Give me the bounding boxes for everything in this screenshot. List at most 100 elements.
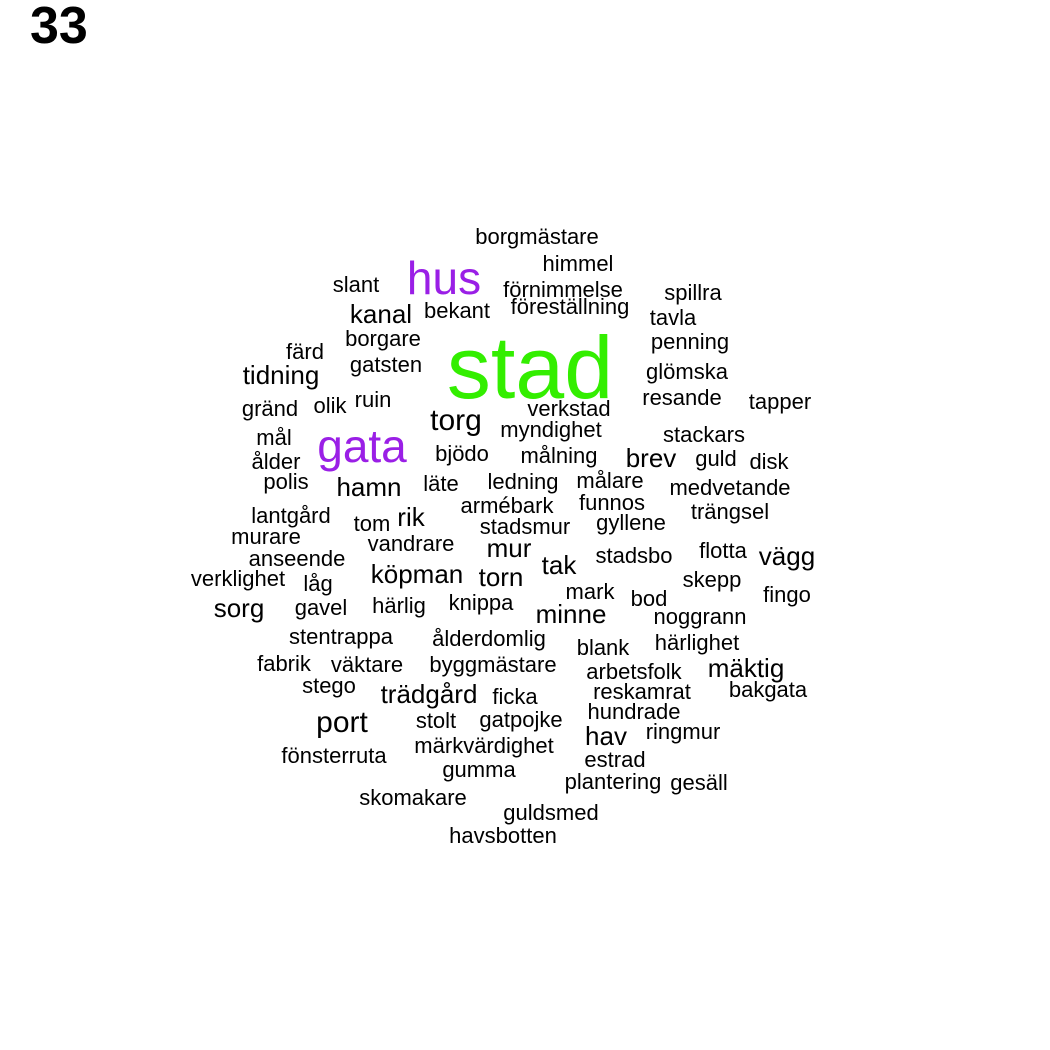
word-70: härlig (372, 593, 426, 618)
word-42: bjödo (435, 441, 489, 466)
word-40: stackars (663, 422, 745, 447)
word-90: fönsterruta (281, 743, 387, 768)
word-51: medvetande (669, 475, 791, 500)
word-78: fabrik (257, 651, 311, 676)
word-3: torg (430, 404, 482, 437)
word-14: vägg (758, 541, 816, 571)
word-73: noggrann (653, 604, 747, 629)
word-5: kanal (349, 299, 413, 329)
word-68: fingo (763, 582, 811, 607)
word-2: hus (406, 252, 482, 304)
word-89: ringmur (645, 719, 721, 744)
word-38: verkstad (527, 396, 611, 421)
word-21: himmel (542, 251, 614, 276)
word-48: läte (423, 471, 459, 496)
word-87: gatpojke (479, 707, 563, 732)
word-9: rik (397, 502, 425, 532)
word-66: skepp (682, 567, 742, 592)
word-57: stadsmur (479, 514, 571, 539)
word-20: borgmästare (475, 224, 599, 249)
word-75: ålderdomlig (432, 626, 546, 651)
word-77: härlighet (654, 630, 740, 655)
word-96: skomakare (359, 785, 467, 810)
word-30: färd (286, 339, 324, 364)
word-72: bod (630, 586, 668, 611)
word-80: byggmästare (429, 652, 557, 677)
word-26: föreställning (510, 294, 630, 319)
word-39: myndighet (500, 417, 602, 442)
word-95: gesäll (670, 770, 728, 795)
word-17: hav (585, 721, 627, 751)
word-81: arbetsfolk (586, 659, 682, 684)
word-65: låg (303, 571, 333, 596)
word-41: mål (256, 425, 292, 450)
word-97: guldsmed (503, 800, 599, 825)
word-19: trädgård (380, 679, 478, 709)
word-15: sorg (213, 593, 265, 623)
word-46: ålder (251, 449, 301, 474)
page-number: 33 (30, 0, 88, 55)
word-94: plantering (564, 769, 662, 794)
word-92: estrad (584, 747, 646, 772)
word-52: armébark (460, 493, 554, 518)
word-49: ledning (487, 469, 559, 494)
word-84: reskamrat (593, 679, 691, 704)
word-4: port (316, 706, 368, 739)
word-16: minne (535, 599, 607, 629)
word-76: blank (576, 635, 630, 660)
word-61: anseende (248, 546, 346, 571)
word-32: glömska (646, 359, 728, 384)
word-91: märkvärdighet (414, 733, 554, 758)
word-28: borgare (345, 326, 421, 351)
word-54: lantgård (251, 503, 331, 528)
word-25: bekant (423, 298, 491, 323)
word-98: havsbotten (449, 823, 557, 848)
word-0: stad (446, 318, 614, 417)
word-47: polis (263, 469, 309, 494)
word-63: flotta (699, 538, 747, 563)
word-85: bakgata (728, 677, 808, 702)
word-24: spillra (664, 280, 722, 305)
word-31: gatsten (349, 352, 423, 377)
word-44: guld (695, 446, 737, 471)
word-18: mäktig (707, 653, 785, 683)
word-7: brev (625, 443, 677, 473)
word-55: trängsel (690, 499, 770, 524)
word-11: tak (541, 550, 577, 580)
word-6: tidning (242, 360, 320, 390)
word-23: förnimmelse (503, 277, 623, 302)
word-74: stentrappa (289, 624, 393, 649)
word-67: mark (565, 579, 615, 604)
word-86: stolt (415, 708, 457, 733)
word-58: gyllene (596, 510, 666, 535)
word-34: resande (642, 385, 722, 410)
word-27: tavla (649, 305, 697, 330)
word-43: målning (520, 443, 598, 468)
word-50: målare (576, 468, 644, 493)
word-37: olik (313, 393, 347, 418)
word-12: köpman (370, 559, 464, 589)
word-45: disk (749, 449, 789, 474)
word-13: torn (478, 562, 524, 592)
word-10: mur (486, 533, 532, 563)
word-35: tapper (748, 389, 812, 414)
word-8: hamn (336, 472, 402, 502)
word-88: hundrade (587, 699, 681, 724)
word-56: tom (353, 511, 391, 536)
word-83: ficka (492, 684, 538, 709)
word-93: gumma (442, 757, 516, 782)
word-79: väktare (330, 652, 404, 677)
word-29: penning (650, 329, 730, 354)
word-33: ruin (354, 387, 392, 412)
word-82: stego (302, 673, 356, 698)
word-59: murare (231, 524, 301, 549)
word-64: verklighet (190, 566, 286, 591)
word-22: slant (332, 272, 380, 297)
word-53: funnos (578, 490, 646, 515)
word-60: vandrare (367, 531, 455, 556)
word-71: knippa (448, 590, 514, 615)
word-62: stadsbo (595, 543, 673, 568)
word-36: gränd (241, 396, 299, 421)
word-1: gata (317, 420, 407, 472)
